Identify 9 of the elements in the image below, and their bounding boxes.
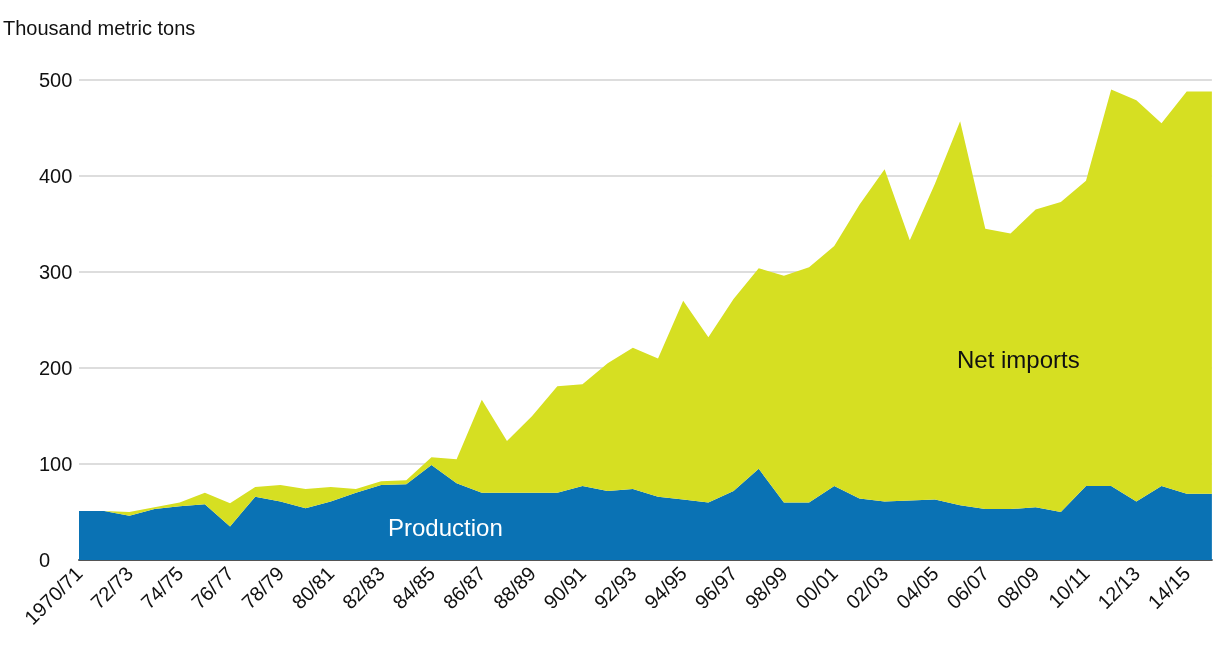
- y-tick-label: 500: [39, 69, 73, 91]
- series-label: Net imports: [957, 345, 1080, 373]
- series-label: Production: [388, 513, 503, 541]
- y-tick-label: 100: [39, 453, 73, 475]
- y-tick-label: 300: [39, 261, 73, 283]
- y-axis-title: Thousand metric tons: [3, 17, 196, 39]
- y-tick-label: 400: [39, 165, 73, 187]
- y-tick-label: 200: [39, 357, 73, 379]
- y-tick-label: 0: [39, 549, 51, 571]
